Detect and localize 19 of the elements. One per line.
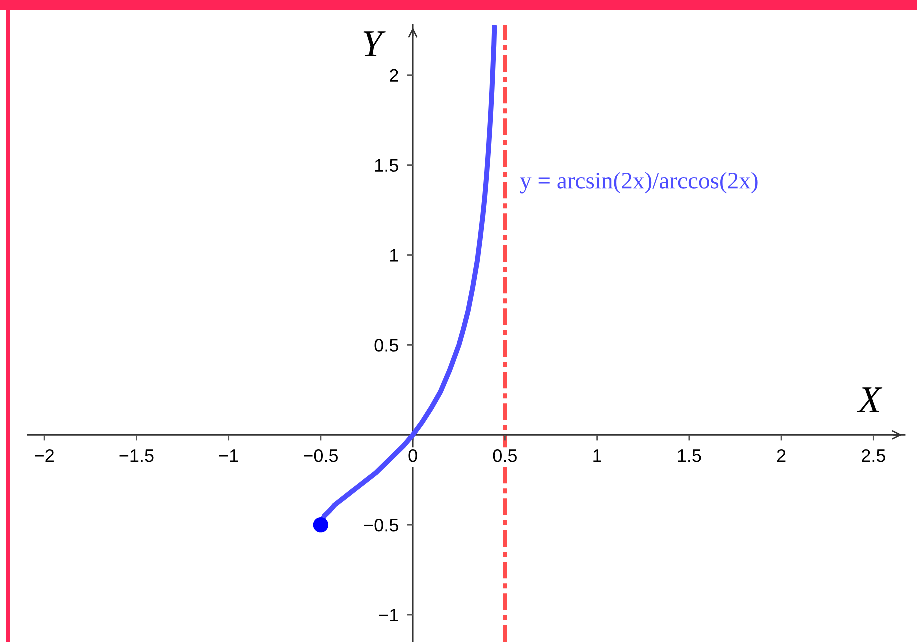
x-axis-title: X xyxy=(857,388,883,412)
x-tick-label: −2 xyxy=(35,450,54,462)
x-tick-label: 0.5 xyxy=(493,450,517,462)
y-tick-label: 1 xyxy=(390,249,398,262)
x-tick-label: −1.5 xyxy=(120,450,154,462)
y-tick-label: 0.5 xyxy=(374,339,398,352)
x-tick-label: 1.5 xyxy=(678,450,702,462)
x-tick-label: 2.5 xyxy=(862,450,886,462)
x-tick-label: −1 xyxy=(219,450,238,462)
y-tick-label: 2 xyxy=(390,69,398,82)
x-tick-label: −0.5 xyxy=(304,450,338,462)
y-axis-title: Y xyxy=(364,32,386,56)
x-tick-label: 0 xyxy=(408,450,418,462)
x-tick-label: 2 xyxy=(777,450,786,462)
y-tick-label: 1.5 xyxy=(375,159,398,172)
series-label: y = arcsin(2x)/arccos(2x) xyxy=(520,172,758,194)
x-tick-label: 1 xyxy=(594,450,602,462)
y-tick-label: −0.5 xyxy=(364,519,398,532)
y-tick-label: −1 xyxy=(379,609,398,622)
